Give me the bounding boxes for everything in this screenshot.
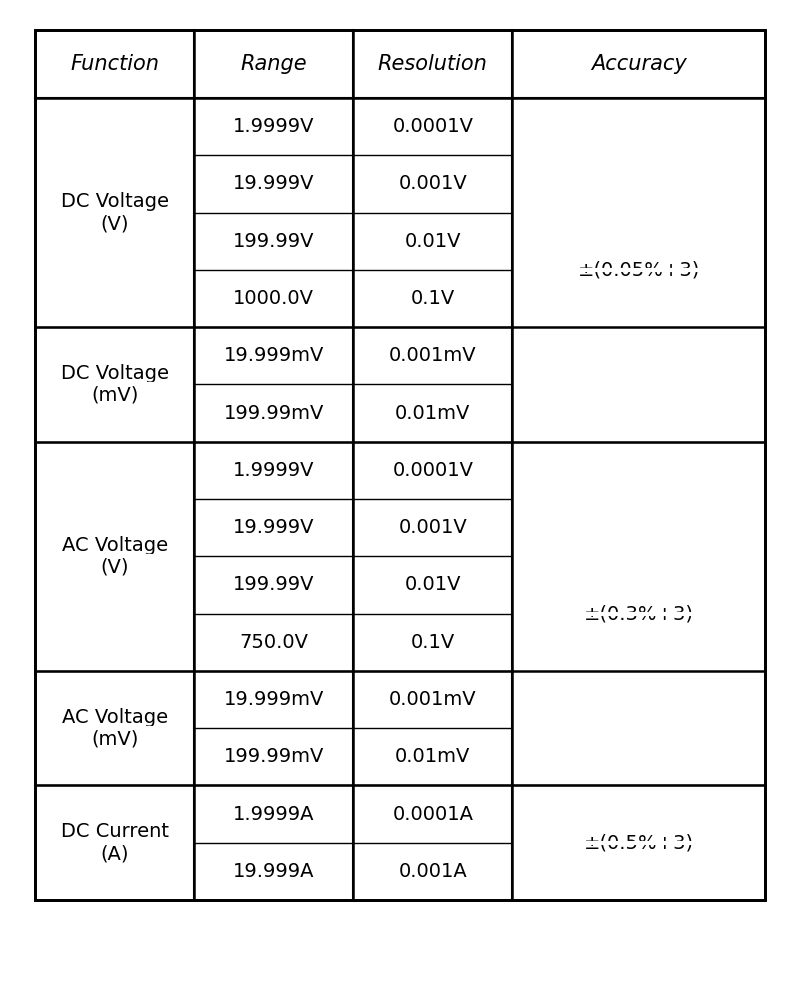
Text: AC Voltage
(mV): AC Voltage (mV) bbox=[62, 708, 168, 749]
Text: 0.001mV: 0.001mV bbox=[389, 347, 477, 365]
Text: ±(0.5%+3): ±(0.5%+3) bbox=[584, 833, 694, 852]
Text: Range: Range bbox=[240, 54, 307, 74]
Text: DC Current
(A): DC Current (A) bbox=[61, 822, 169, 863]
Text: 1.9999A: 1.9999A bbox=[233, 804, 314, 823]
Text: 1000.0V: 1000.0V bbox=[234, 289, 314, 308]
Text: 0.001V: 0.001V bbox=[398, 518, 467, 537]
Text: 199.99mV: 199.99mV bbox=[223, 748, 324, 767]
Text: 0.01mV: 0.01mV bbox=[395, 748, 470, 767]
Bar bbox=[35, 30, 765, 900]
Text: AC Voltage
(V): AC Voltage (V) bbox=[62, 536, 168, 577]
Text: 0.1V: 0.1V bbox=[410, 289, 455, 308]
Text: 0.001mV: 0.001mV bbox=[389, 690, 477, 709]
Text: Accuracy: Accuracy bbox=[591, 54, 686, 74]
Text: 199.99V: 199.99V bbox=[233, 575, 314, 595]
Text: Function: Function bbox=[70, 54, 159, 74]
Text: ±(0.3%+3): ±(0.3%+3) bbox=[584, 604, 694, 623]
Text: 0.01mV: 0.01mV bbox=[395, 403, 470, 423]
Text: Resolution: Resolution bbox=[378, 54, 488, 74]
Text: 0.001V: 0.001V bbox=[398, 175, 467, 194]
Text: 0.0001A: 0.0001A bbox=[392, 804, 474, 823]
Text: 199.99mV: 199.99mV bbox=[223, 403, 324, 423]
Text: 0.001A: 0.001A bbox=[398, 862, 467, 881]
Text: 0.1V: 0.1V bbox=[410, 633, 455, 651]
Text: ±(0.05%+3): ±(0.05%+3) bbox=[578, 260, 700, 279]
Text: DC Voltage
(V): DC Voltage (V) bbox=[61, 192, 169, 233]
Text: 0.0001V: 0.0001V bbox=[392, 461, 474, 480]
Text: 19.999V: 19.999V bbox=[233, 175, 314, 194]
Text: 0.01V: 0.01V bbox=[405, 231, 461, 250]
Text: 19.999V: 19.999V bbox=[233, 518, 314, 537]
Text: 19.999A: 19.999A bbox=[233, 862, 314, 881]
Bar bbox=[35, 30, 765, 900]
Text: 199.99V: 199.99V bbox=[233, 231, 314, 250]
Text: 0.01V: 0.01V bbox=[405, 575, 461, 595]
Text: DC Voltage
(mV): DC Voltage (mV) bbox=[61, 363, 169, 405]
Text: 0.0001V: 0.0001V bbox=[392, 117, 474, 136]
Text: 19.999mV: 19.999mV bbox=[223, 690, 324, 709]
Text: 19.999mV: 19.999mV bbox=[223, 347, 324, 365]
Text: 750.0V: 750.0V bbox=[239, 633, 308, 651]
Text: 1.9999V: 1.9999V bbox=[233, 461, 314, 480]
Text: 1.9999V: 1.9999V bbox=[233, 117, 314, 136]
